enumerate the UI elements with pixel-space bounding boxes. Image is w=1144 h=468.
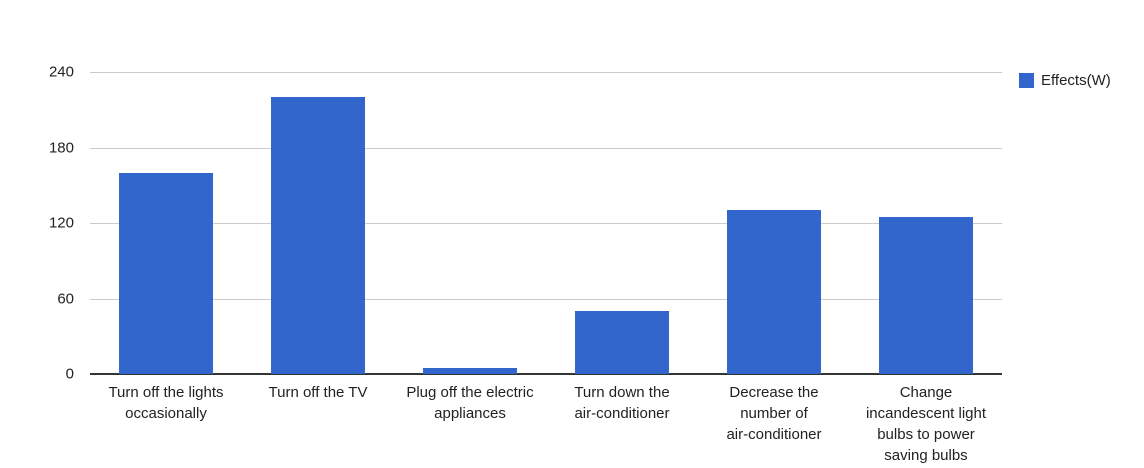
- bar-1[interactable]: [119, 173, 213, 374]
- y-tick-label: 0: [65, 365, 74, 383]
- x-category-label-line: air-conditioner: [726, 426, 822, 443]
- x-category-label-line: number of: [740, 405, 808, 422]
- y-tick-label: 240: [48, 63, 74, 81]
- bar-6[interactable]: [879, 217, 973, 374]
- x-category-label-line: saving bulbs: [884, 447, 968, 464]
- x-category-label-1: Turn off the lights occasionally: [90, 382, 242, 466]
- legend-swatch-icon: [1019, 73, 1034, 88]
- legend-label: Effects(W): [1041, 72, 1111, 89]
- gridline: [90, 72, 1002, 73]
- x-category-label-line: Plug off the electric: [406, 384, 534, 401]
- x-category-label-line: Turn off the TV: [268, 384, 368, 401]
- x-category-label-line: occasionally: [125, 405, 207, 422]
- bar-4[interactable]: [575, 311, 669, 374]
- bar-2[interactable]: [271, 97, 365, 374]
- x-category-label-line: Decrease the: [729, 384, 819, 401]
- x-category-label-line: Turn down the: [574, 384, 670, 401]
- x-axis-labels: Turn off the lights occasionally Turn off …: [90, 382, 1002, 466]
- x-category-label-line: Turn off the lights: [108, 384, 224, 401]
- x-category-label-line: air-conditioner: [574, 405, 670, 422]
- gridline: [90, 223, 1002, 224]
- x-category-label-2: Turn off the TV: [242, 382, 394, 466]
- x-category-label-4: Turn down the air-conditioner: [546, 382, 698, 466]
- gridline: [90, 298, 1002, 300]
- legend: Effects(W): [1019, 72, 1111, 89]
- x-category-label-line: appliances: [434, 405, 506, 422]
- x-category-label-3: Plug off the electric appliances: [394, 382, 546, 466]
- x-axis-line: [90, 373, 1002, 375]
- x-category-label-5: Decrease the number of air-conditioner: [698, 382, 850, 466]
- x-category-label-line: incandescent light: [865, 405, 987, 422]
- gridline: [90, 147, 1002, 149]
- y-tick-label: 180: [48, 139, 74, 156]
- plot-area: 0 60 120 180 240: [49, 64, 1002, 383]
- x-category-label-line: bulbs to power: [877, 426, 975, 443]
- x-category-label-6: Change incandescent light bulbs to power sa…: [850, 382, 1002, 466]
- bar-3[interactable]: [423, 368, 517, 374]
- x-category-label-line: Change: [899, 384, 953, 401]
- y-tick-label: 60: [57, 290, 74, 307]
- y-tick-label: 120: [48, 214, 74, 232]
- bar-5[interactable]: [727, 210, 821, 374]
